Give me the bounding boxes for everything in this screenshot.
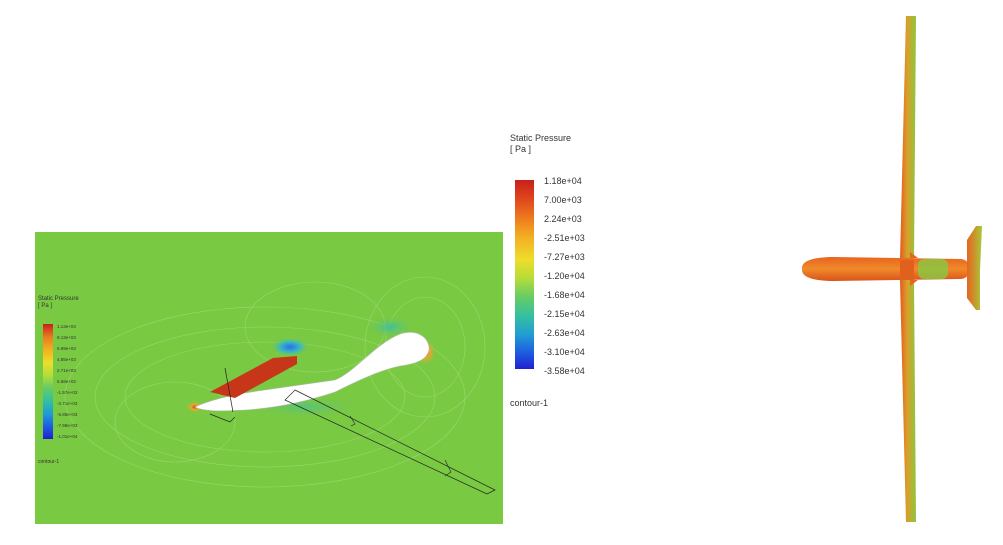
inset-legend-label: -7.99e+03 — [57, 423, 78, 428]
inset-legend-label: -5.85e+03 — [57, 412, 78, 417]
legend-tick-label: -2.15e+04 — [544, 309, 585, 319]
inset-legend-label: 2.71e+03 — [57, 368, 76, 373]
legend-tick-label: -7.27e+03 — [544, 252, 585, 262]
inset-legend-label: 5.68e+02 — [57, 379, 76, 384]
inset-legend-label: -1.01e+04 — [57, 434, 78, 439]
legend-tick-label: -3.10e+04 — [544, 347, 585, 357]
legend-unit: [ Pa ] — [510, 144, 532, 154]
aircraft-surface-view — [790, 10, 1000, 540]
inset-legend-caption: contour-1 — [38, 459, 60, 465]
right-wing-surface — [900, 280, 916, 522]
legend-tick-label: 1.18e+04 — [544, 176, 582, 186]
tail-surface — [967, 226, 982, 310]
color-bar — [515, 180, 534, 369]
pressure-contour-view: Static Pressure [ Pa ] 1.13e+04 9.13e+03… — [35, 232, 503, 524]
legend-tick-label: 7.00e+03 — [544, 195, 582, 205]
legend-title: Static Pressure — [510, 133, 572, 143]
legend-tick-label: -3.58e+04 — [544, 366, 585, 376]
inset-legend-label: 9.13e+03 — [57, 335, 76, 340]
inset-legend-title: Static Pressure — [38, 296, 79, 302]
inset-color-bar — [43, 324, 53, 439]
inset-legend-label: 1.13e+04 — [57, 324, 76, 329]
legend-tick-label: -1.20e+04 — [544, 271, 585, 281]
inset-legend-label: 4.85e+03 — [57, 357, 76, 362]
legend-caption: contour-1 — [510, 398, 549, 408]
legend-tick-label: -2.51e+03 — [544, 233, 585, 243]
inset-legend-label: -3.71e+03 — [57, 401, 78, 406]
inset-legend-label: -1.57e+03 — [57, 390, 78, 395]
legend-tick-label: -2.63e+04 — [544, 328, 585, 338]
legend-tick-label: -1.68e+04 — [544, 290, 585, 300]
inset-legend-unit: [ Pa ] — [38, 303, 53, 309]
left-wing-surface — [900, 16, 916, 260]
legend-tick-label: 2.24e+03 — [544, 214, 582, 224]
inset-legend-label: 6.99e+03 — [57, 346, 76, 351]
